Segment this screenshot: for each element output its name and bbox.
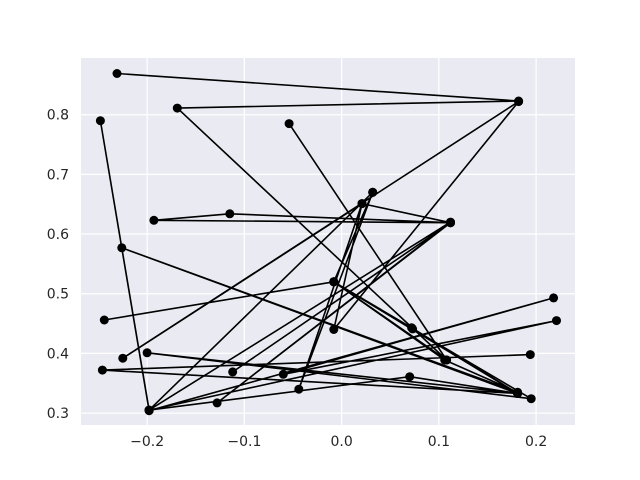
data-point <box>549 293 559 303</box>
y-axis-ticks: 0.3 0.4 0.5 0.6 0.7 0.8 <box>47 108 69 422</box>
data-point <box>118 353 128 363</box>
x-tick-label: 0.1 <box>428 434 450 450</box>
y-tick-label: 0.3 <box>47 406 69 422</box>
data-point <box>514 97 524 107</box>
data-point <box>294 384 304 394</box>
y-tick-label: 0.4 <box>47 346 69 362</box>
data-point <box>440 355 450 365</box>
x-tick-label: −0.2 <box>130 434 164 450</box>
data-point <box>408 324 418 334</box>
data-point <box>329 277 339 287</box>
data-point <box>525 350 535 360</box>
data-point <box>228 367 238 377</box>
data-point <box>212 398 222 408</box>
data-point <box>149 215 159 225</box>
y-tick-label: 0.6 <box>47 227 69 243</box>
data-point <box>117 243 127 253</box>
y-tick-label: 0.8 <box>47 108 69 124</box>
data-point <box>552 316 561 326</box>
data-point <box>526 394 536 404</box>
data-point <box>357 199 367 209</box>
grid <box>81 58 575 425</box>
data-point <box>513 388 523 398</box>
series-line <box>99 72 558 412</box>
data-point <box>97 365 107 375</box>
data-point <box>95 116 105 126</box>
data-point <box>142 348 152 358</box>
data-point <box>368 187 378 197</box>
data-point <box>112 69 122 78</box>
data-point <box>99 315 109 325</box>
data-point <box>225 209 235 219</box>
data-point <box>278 369 288 379</box>
x-axis-ticks: −0.2 −0.1 0.0 0.1 0.2 <box>130 434 547 450</box>
data-point <box>446 218 455 228</box>
series-layer <box>95 69 561 416</box>
data-point <box>144 405 154 415</box>
data-point <box>405 372 415 382</box>
y-tick-label: 0.7 <box>47 167 69 183</box>
x-tick-label: 0.0 <box>330 434 352 450</box>
x-tick-label: −0.1 <box>227 434 261 450</box>
data-point <box>284 119 294 129</box>
data-point <box>329 325 339 334</box>
y-tick-label: 0.5 <box>47 287 69 303</box>
x-tick-label: 0.2 <box>525 434 547 450</box>
data-point <box>172 103 182 113</box>
